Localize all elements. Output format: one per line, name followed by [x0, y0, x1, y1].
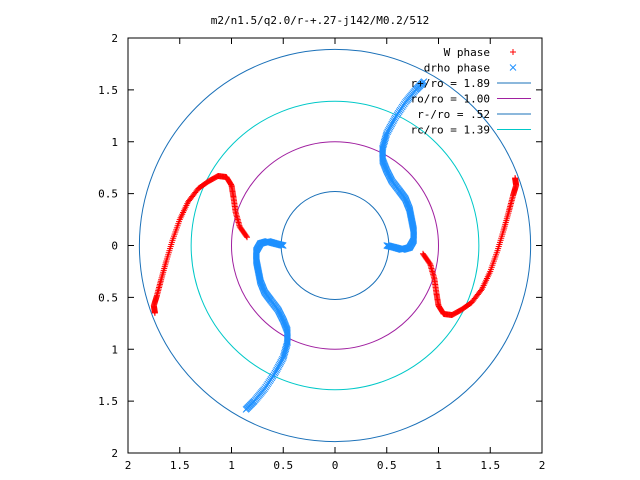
drho-phase-point [385, 126, 392, 134]
y-tick-label: 1.5 [98, 395, 118, 408]
w-phase-point [477, 287, 484, 294]
y-tick-label: 2 [111, 32, 118, 45]
circle-1 [231, 141, 439, 350]
drho-phase-point [272, 368, 280, 375]
x-tick-label: 1 [228, 459, 235, 472]
legend: W phase drho phase r+/ro = 1.89 ro/ro = 1.0… [411, 46, 531, 137]
drho-phase-point [383, 130, 391, 137]
y-tick-label: 0.5 [98, 188, 118, 201]
drho-phase-point [276, 360, 284, 368]
x-tick-label: 2 [125, 459, 132, 472]
chart-title: m2/n1.5/q2.0/r-+.27-j142/M0.2/512 [211, 14, 430, 27]
drho-phase-point [390, 116, 398, 123]
drho-phase-point [389, 119, 396, 126]
x-tick-label: 1 [435, 459, 442, 472]
drho-phase-point [384, 128, 391, 136]
legend-label: r+/ro = 1.89 [411, 77, 490, 90]
drho-phase-point [274, 363, 282, 371]
w-phase-point [512, 175, 519, 182]
legend-sample-x [509, 64, 517, 71]
legend-sample-plus [510, 49, 516, 55]
y-tick-label: 1 [111, 136, 118, 149]
legend-label: rc/ro = 1.39 [411, 124, 490, 137]
drho-phase-point [390, 117, 397, 125]
w-phase-point [151, 309, 158, 316]
drho-phase-point [278, 357, 285, 365]
circle-3 [190, 100, 480, 391]
legend-label: W phase [444, 46, 490, 59]
y-tick-label: 1.5 [98, 84, 118, 97]
drho-phase-point [279, 354, 287, 361]
drho-phase-point [277, 358, 285, 366]
x-tick-label: 0 [332, 459, 339, 472]
x-tick-label: 2 [539, 459, 546, 472]
circle-0 [138, 48, 532, 443]
drho-phase-point [387, 122, 395, 130]
y-tick-label: 2 [111, 447, 118, 460]
drho-phase-point [275, 361, 283, 369]
ticks-layer: 2 1.5 1 0.5 0 0.5 1 1.5 221.510.500.511.52 [98, 32, 545, 472]
drho-phase-point [385, 125, 393, 133]
x-tick-label: 1.5 [170, 459, 190, 472]
drho-phase-point [420, 78, 428, 85]
x-tick-label: 1.5 [480, 459, 500, 472]
x-tick-label: 0.5 [273, 459, 293, 472]
legend-label: ro/ro = 1.00 [411, 93, 490, 106]
w-phase-point [186, 197, 193, 204]
drho-phase-point [274, 365, 281, 372]
drho-phase-point [273, 366, 280, 374]
drho-phase-point [279, 355, 286, 363]
y-tick-label: 1 [111, 343, 118, 356]
x-tick-label: 0.5 [377, 459, 397, 472]
legend-label: drho phase [424, 62, 490, 75]
points-layer [150, 78, 520, 413]
y-tick-label: 0 [111, 240, 118, 253]
drho-phase-point [386, 123, 394, 131]
drho-phase-point [242, 406, 250, 413]
legend-label: r-/ro = .52 [417, 108, 490, 121]
y-tick-label: 0.5 [98, 291, 118, 304]
drho-phase-point [388, 120, 396, 128]
